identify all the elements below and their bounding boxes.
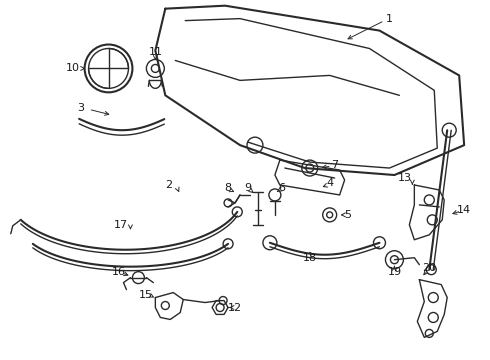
Text: 5: 5 <box>344 210 351 220</box>
Text: 9: 9 <box>245 183 251 193</box>
Text: 11: 11 <box>148 48 162 58</box>
Text: 12: 12 <box>228 302 242 312</box>
Text: 8: 8 <box>224 183 232 193</box>
Text: 16: 16 <box>112 267 125 276</box>
Text: 15: 15 <box>138 289 152 300</box>
Text: 3: 3 <box>77 103 84 113</box>
Text: 19: 19 <box>388 267 401 276</box>
Text: 6: 6 <box>278 183 285 193</box>
Text: 20: 20 <box>422 263 437 273</box>
Text: 7: 7 <box>331 160 338 170</box>
Text: 2: 2 <box>165 180 172 190</box>
Text: 14: 14 <box>457 205 471 215</box>
Text: 18: 18 <box>303 253 317 263</box>
Text: 4: 4 <box>326 178 333 188</box>
Text: 1: 1 <box>386 14 393 24</box>
Text: 10: 10 <box>66 63 80 73</box>
Text: 17: 17 <box>113 220 127 230</box>
Text: 13: 13 <box>397 173 412 183</box>
